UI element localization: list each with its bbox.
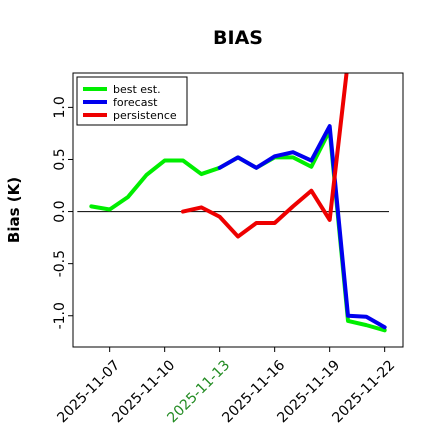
series-line-persistence (181, 73, 349, 239)
legend-label: best est. (113, 83, 161, 96)
y-axis-label: Bias (K) (5, 177, 23, 243)
y-tick-label: 0.5 (52, 148, 68, 170)
y-tick-label: 0.0 (52, 200, 68, 222)
legend-label: persistence (113, 109, 177, 122)
chart-title: BIAS (213, 27, 263, 49)
legend-label: forecast (113, 96, 158, 109)
series-line-forecast (217, 124, 387, 330)
y-tick-label: -0.5 (52, 250, 68, 277)
y-tick-label: -1.0 (52, 302, 68, 329)
y-tick-label: 1.0 (52, 96, 68, 118)
plot-frame (72, 72, 404, 348)
